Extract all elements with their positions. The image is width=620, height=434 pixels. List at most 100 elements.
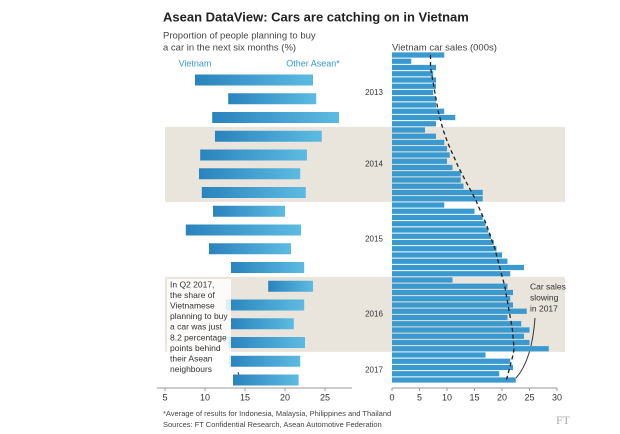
footnote: *Average of results for Indonesia, Malay… — [163, 409, 391, 418]
bar — [392, 83, 436, 89]
bar — [392, 221, 486, 227]
bar — [392, 327, 530, 333]
bar — [392, 296, 511, 302]
bar — [392, 102, 436, 108]
bar — [392, 171, 461, 177]
bar — [392, 283, 508, 289]
bar — [392, 314, 508, 321]
bar — [392, 358, 511, 364]
range-bar — [229, 355, 301, 367]
annotation: points behind — [170, 343, 221, 353]
bar — [392, 321, 522, 327]
bar — [392, 177, 461, 183]
bar — [392, 377, 516, 383]
brand: FT — [556, 413, 571, 427]
range-bar — [201, 187, 306, 198]
bar — [392, 239, 494, 246]
bar — [392, 164, 453, 171]
annotation: in 2017 — [530, 303, 558, 313]
bar — [392, 346, 549, 352]
bar — [392, 271, 511, 277]
x-tick-label: 15 — [469, 392, 479, 402]
bar — [392, 189, 483, 196]
title: Asean DataView: Cars are catching on in … — [163, 9, 469, 24]
subtitle: Proportion of people planning to buy — [163, 31, 316, 42]
range-bar — [212, 112, 339, 123]
annotation: planning to buy — [170, 311, 228, 321]
year-label: 2013 — [365, 88, 383, 97]
range-bar — [185, 224, 301, 236]
legend-label: Other Asean* — [286, 58, 340, 68]
range-bar — [231, 318, 294, 330]
bar — [392, 183, 464, 189]
bar — [392, 252, 502, 258]
range-bar — [215, 130, 322, 142]
x-tick-label: 0 — [389, 392, 394, 402]
bar — [392, 202, 445, 208]
bar — [392, 302, 513, 308]
bar — [392, 339, 530, 346]
range-bar — [233, 374, 299, 386]
x-tick-label: 25 — [320, 392, 330, 402]
annotation: Car sales — [530, 281, 566, 291]
x-tick-label: 10 — [200, 392, 210, 402]
legend-label: Vietnam — [179, 58, 212, 68]
x-tick-label: 15 — [240, 392, 250, 402]
annotation: neighbours — [170, 364, 212, 374]
bar — [392, 58, 412, 64]
bar — [392, 214, 483, 221]
bar — [392, 371, 500, 377]
x-tick-label: 5 — [417, 392, 422, 402]
year-label: 2015 — [365, 234, 383, 243]
year-label: 2014 — [365, 159, 383, 168]
subtitle: Vietnam car sales (000s) — [392, 43, 497, 54]
annotation: a car was just — [170, 322, 223, 332]
bar — [392, 127, 425, 133]
bar — [392, 114, 456, 121]
bar — [392, 158, 447, 164]
bar — [392, 227, 489, 233]
x-tick-label: 20 — [280, 392, 290, 402]
bar — [392, 258, 508, 264]
bar — [392, 139, 445, 146]
bar — [392, 208, 475, 214]
bar — [392, 333, 524, 339]
bar — [392, 277, 453, 283]
bar — [392, 77, 436, 83]
range-bar — [225, 299, 305, 311]
range-bar — [228, 337, 305, 348]
bar — [392, 146, 447, 152]
bar — [392, 89, 434, 96]
range-bar — [209, 243, 291, 255]
year-label: 2017 — [365, 366, 383, 375]
bar — [392, 133, 436, 139]
x-tick-label: 5 — [162, 392, 167, 402]
range-bar — [231, 262, 305, 273]
bar — [392, 121, 436, 127]
bar — [392, 71, 434, 77]
range-bar — [195, 74, 313, 86]
bar — [392, 308, 527, 314]
range-bar — [200, 149, 307, 161]
annotation-arrow — [515, 317, 536, 379]
year-label: 2016 — [365, 309, 383, 318]
bar — [392, 233, 491, 239]
bar — [392, 196, 483, 202]
annotation: 8.2 percentage — [170, 332, 227, 342]
range-bar — [199, 168, 301, 180]
bar — [392, 108, 445, 114]
bar — [392, 152, 450, 158]
source: Sources: FT Confidential Research, Asean… — [163, 420, 382, 429]
annotation: slowing — [530, 292, 559, 302]
annotation: the share of — [170, 290, 216, 300]
range-bar — [228, 93, 317, 105]
annotation: Vietnamese — [170, 300, 215, 310]
x-tick-label: 10 — [442, 392, 452, 402]
x-tick-label: 25 — [524, 392, 534, 402]
bar — [392, 64, 436, 71]
subtitle: a car in the next six months (%) — [163, 43, 296, 54]
bar — [392, 96, 436, 102]
bar — [392, 352, 486, 358]
bar — [392, 289, 513, 296]
